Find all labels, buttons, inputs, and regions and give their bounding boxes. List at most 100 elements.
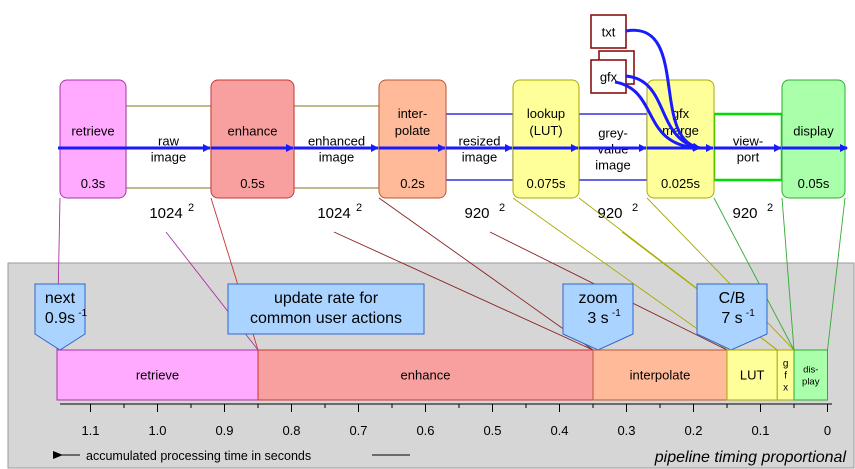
axis-tick-label: 0.3 xyxy=(617,423,635,438)
data-box-viewport: view-port 920 2 xyxy=(712,112,784,222)
data-box-label: enhanced xyxy=(308,134,365,149)
stage-box xyxy=(210,79,295,199)
stage-time: 0.075s xyxy=(526,176,566,191)
axis-tick-label: 0.2 xyxy=(684,423,702,438)
stage-label: inter- xyxy=(398,106,428,121)
bar-segment-label: dis- xyxy=(803,364,818,375)
bar-segment-gfx: gfx xyxy=(776,349,795,401)
image-size-exponent: 2 xyxy=(499,202,505,214)
guide-line xyxy=(646,197,795,351)
stage-display: display 0.05s xyxy=(781,79,846,199)
caption: pipeline timing proportional xyxy=(654,449,847,466)
stage-time: 0.3s xyxy=(81,176,106,191)
bar-segment-label: retrieve xyxy=(136,368,179,383)
bar-segment-retrieve: retrieve xyxy=(56,349,259,401)
data-box-label: port xyxy=(737,150,760,165)
image-size-label: 1024 xyxy=(149,205,182,222)
overlay-txt: txt xyxy=(590,14,627,49)
image-size-exponent: 2 xyxy=(767,202,773,214)
rate-callout-zoom: zoom 3 s -1 xyxy=(562,283,634,351)
rate-callout-text: C/B xyxy=(719,290,746,307)
stage-interpolate: inter-polate 0.2s xyxy=(378,79,447,199)
data-box-label: view- xyxy=(733,134,763,149)
overlay-box xyxy=(590,14,627,49)
rate-callout-text: common user actions xyxy=(250,310,402,327)
rate-callout-exponent: -1 xyxy=(746,308,755,319)
stage-time: 0.025s xyxy=(661,176,701,191)
axis-label-group: accumulated processing time in seconds xyxy=(53,447,410,463)
axis-label: accumulated processing time in seconds xyxy=(86,449,311,463)
stage-label: display xyxy=(793,124,834,139)
time-axis: 1.1 1.0 0.9 0.8 0.7 0.6 0.5 0.4 0.3 0.2 0.1 0 xyxy=(60,403,832,438)
axis-tick-label: 0.6 xyxy=(416,423,434,438)
stage-box xyxy=(378,79,447,199)
rate-callout-exponent: -1 xyxy=(612,308,621,319)
bar-segment-display: dis-play xyxy=(793,349,828,401)
overlay-label: gfx xyxy=(600,70,618,85)
rate-callout-shape xyxy=(562,283,634,351)
axis-tick-label: 0.4 xyxy=(550,423,568,438)
bar-segment-interpolate: interpolate xyxy=(592,349,728,401)
axis-tick-label: 0 xyxy=(824,423,831,438)
image-size-exponent: 2 xyxy=(632,202,638,214)
axis-tick-label: 1.0 xyxy=(148,423,166,438)
guide-line xyxy=(333,231,594,351)
bar-segment-rect xyxy=(592,349,728,401)
stage-time: 0.2s xyxy=(400,176,425,191)
rate-callout-next: next 0.9s -1 xyxy=(34,283,88,351)
axis-tick-label: 0.8 xyxy=(282,423,300,438)
data-box-label: image xyxy=(462,150,497,165)
bar-segment-rect xyxy=(56,349,259,401)
data-box-label: image xyxy=(595,158,630,173)
image-size-label: 920 xyxy=(732,205,757,222)
guide-line xyxy=(512,197,728,351)
bar-segment-lut: LUT xyxy=(726,349,778,401)
overlay-flow-curve xyxy=(625,74,701,151)
axis-tick-label: 0.9 xyxy=(215,423,233,438)
overlay-label: txt xyxy=(602,25,616,40)
overlay-flow-curve xyxy=(614,80,701,152)
rate-callout-text: 7 s xyxy=(721,310,742,327)
bar-segment-label: interpolate xyxy=(630,368,691,383)
bar-segment-rect xyxy=(726,349,778,401)
bar-segment-label: play xyxy=(802,376,820,387)
data-box-label: resized xyxy=(459,134,501,149)
overlay-box xyxy=(590,59,627,94)
bar-segment-rect xyxy=(257,349,594,401)
stage-box xyxy=(512,79,580,199)
rate-callout-text: 3 s xyxy=(587,310,608,327)
bar-segment-enhance: enhance xyxy=(257,349,594,401)
axis-tick-label: 0.5 xyxy=(483,423,501,438)
guide-line xyxy=(827,197,846,351)
axis-tick-label: 0.1 xyxy=(751,423,769,438)
rate-callout-shape xyxy=(34,283,86,351)
stage-time: 0.5s xyxy=(240,176,265,191)
rate-callout-shape xyxy=(227,283,425,335)
guide-line xyxy=(781,197,795,351)
rate-callout-text: next xyxy=(45,290,76,307)
axis-tick-label: 0.7 xyxy=(349,423,367,438)
data-box-label: grey- xyxy=(598,126,628,141)
rate-callout-cb: C/B 7 s -1 xyxy=(696,283,768,351)
stage-retrieve: retrieve 0.3s xyxy=(59,79,127,199)
stage-lookup: lookup (LUT) 0.075s xyxy=(512,79,580,199)
stage-label: (LUT) xyxy=(529,123,562,138)
stage-time: 0.05s xyxy=(798,176,830,191)
bar-segment-label: LUT xyxy=(740,368,765,383)
stage-box xyxy=(59,79,127,199)
stage-enhance: enhance 0.5s xyxy=(210,79,295,199)
image-size-label: 1024 xyxy=(317,205,350,222)
guide-line xyxy=(378,197,594,351)
stage-label: lookup xyxy=(527,106,565,121)
stage-box xyxy=(781,79,846,199)
rate-callout-exponent: -1 xyxy=(78,308,87,319)
bar-segment-rect xyxy=(793,349,828,401)
bar-segment-label: enhance xyxy=(401,368,451,383)
